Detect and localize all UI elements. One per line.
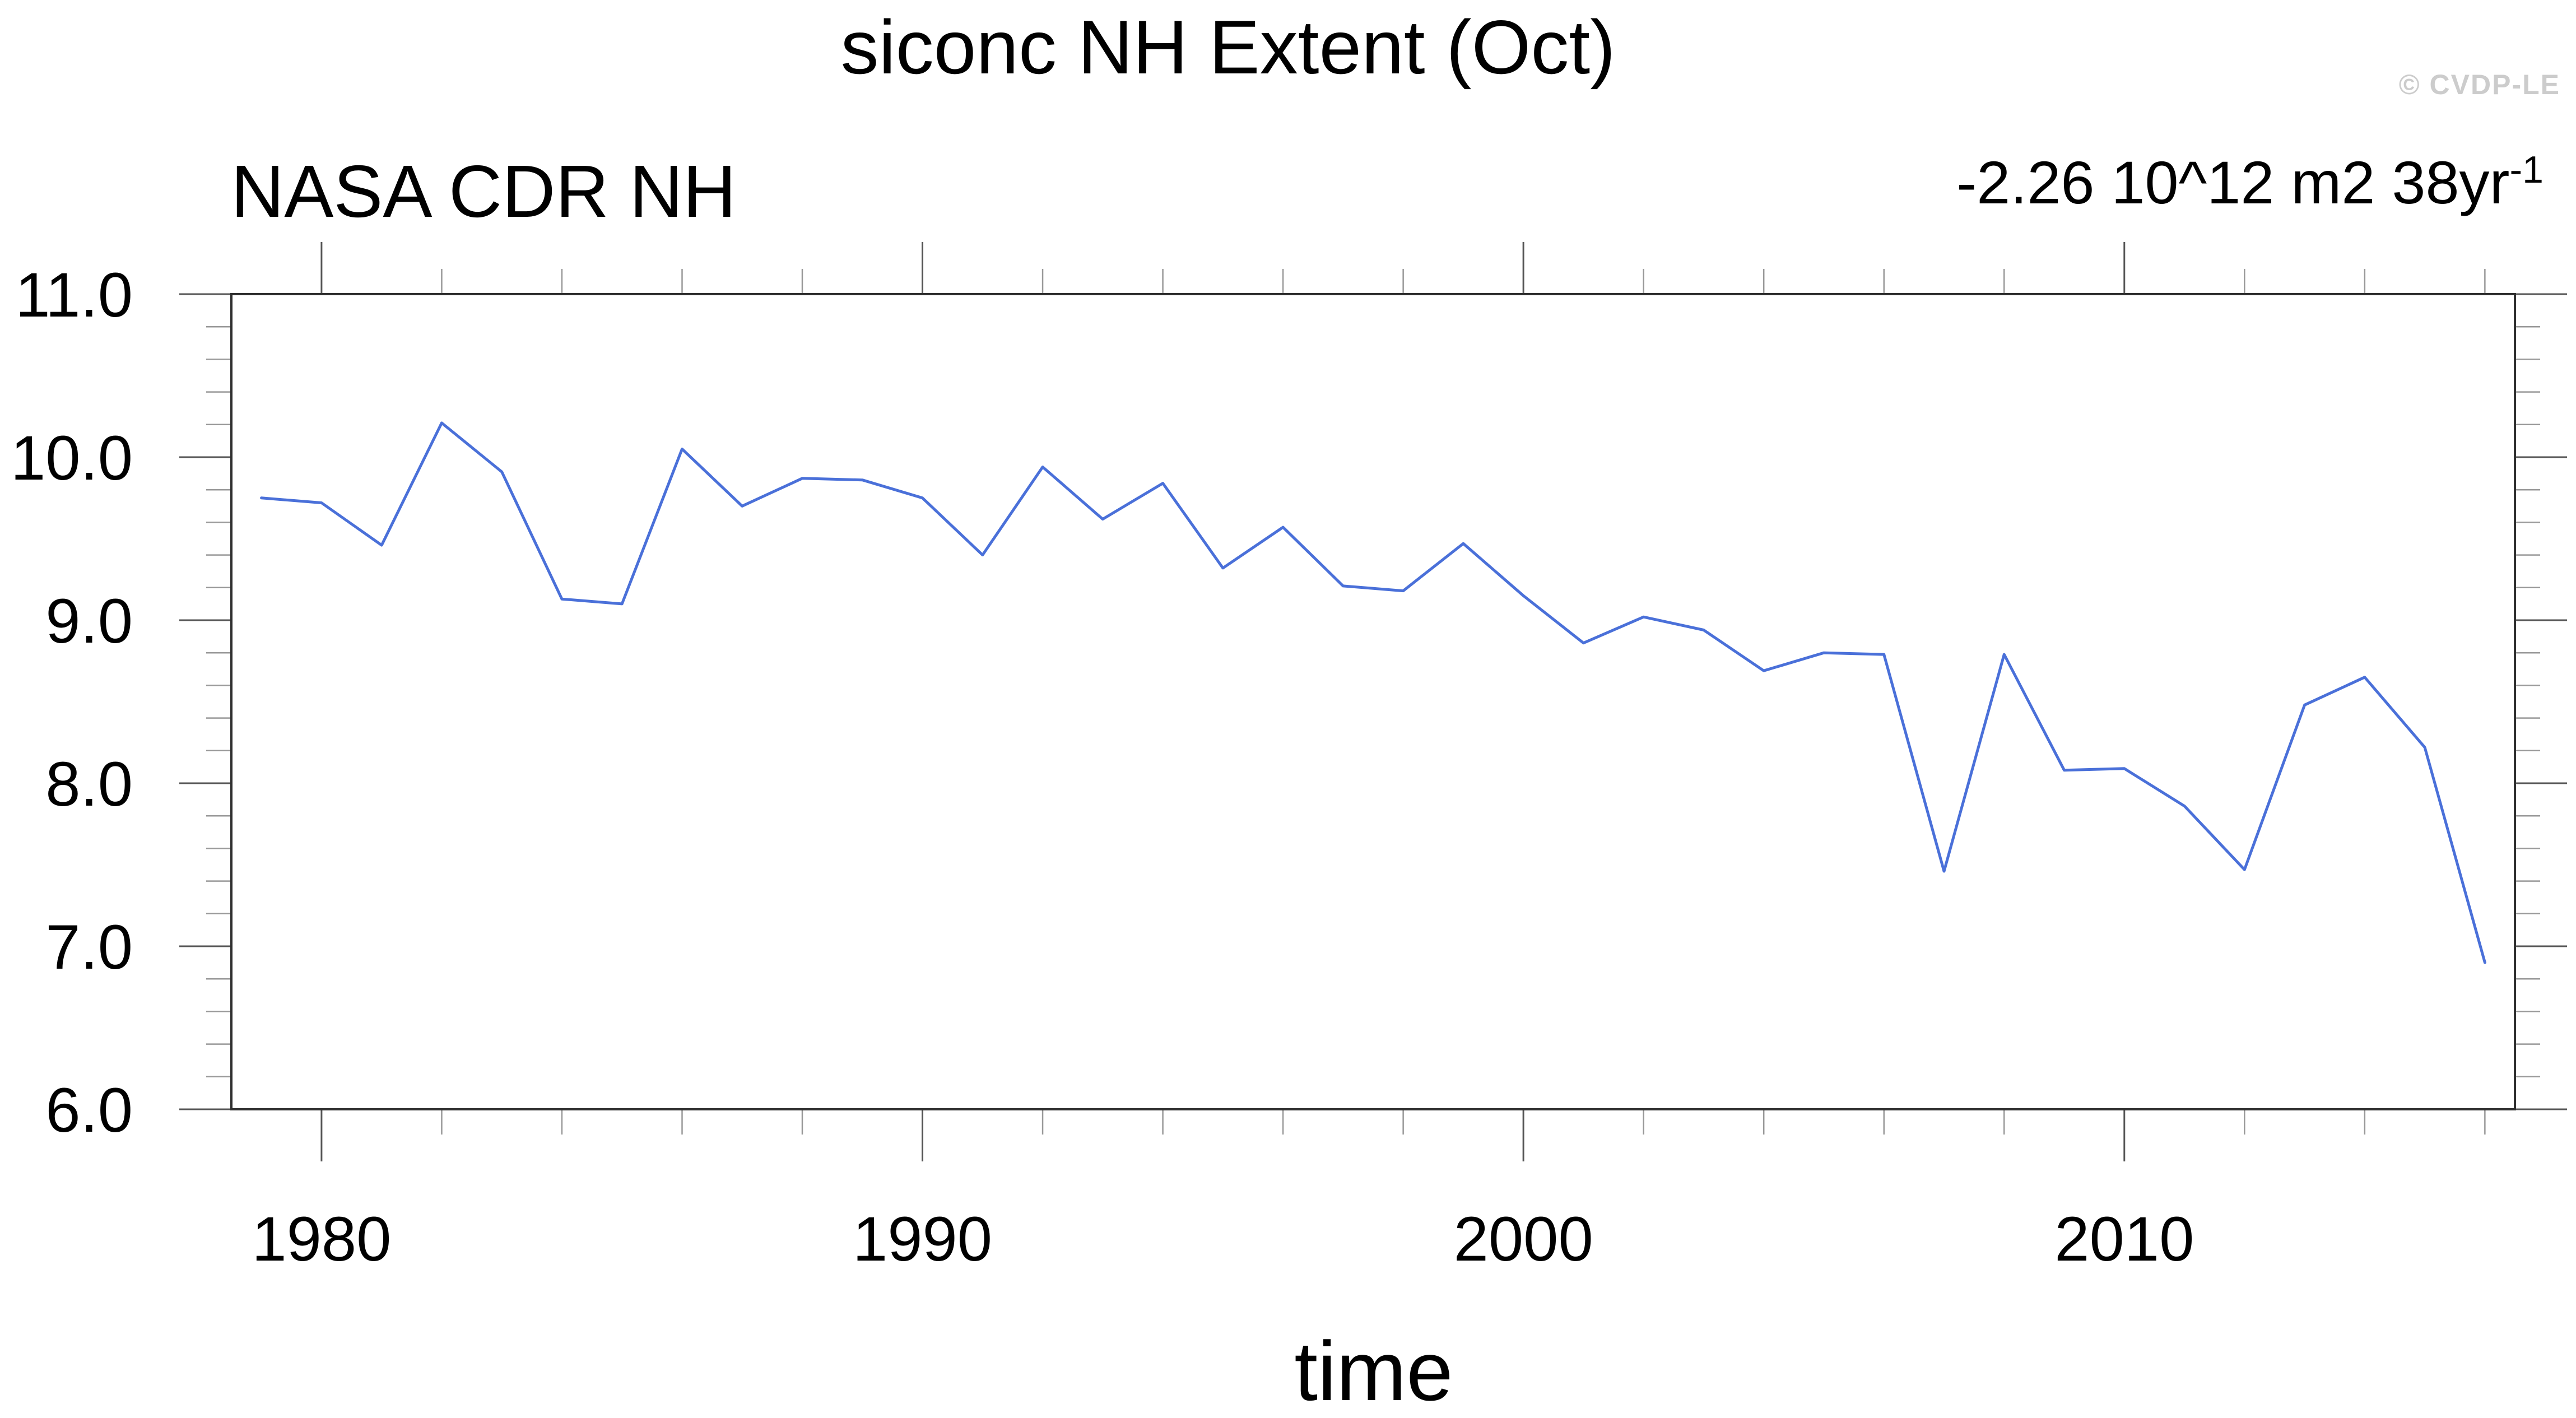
y-tick-label: 10.0	[11, 423, 133, 493]
chart-title: siconc NH Extent (Oct)	[840, 4, 1616, 90]
trend-annotation-exponent: -1	[2509, 148, 2544, 191]
x-tick-label: 2010	[2054, 1204, 2194, 1274]
y-tick-label: 9.0	[45, 586, 133, 656]
x-tick-label: 1990	[853, 1204, 992, 1274]
x-tick-label: 2000	[1454, 1204, 1593, 1274]
cvdp-watermark: © CVDP-LE	[2398, 69, 2560, 100]
y-tick-label: 6.0	[45, 1075, 133, 1145]
y-tick-label: 11.0	[15, 260, 133, 330]
trend-annotation: -2.26 10^12 m2 38yr-1	[1956, 151, 2544, 213]
y-tick-label: 8.0	[45, 749, 133, 819]
data-line-nasa-cdr-nh	[260, 421, 2486, 964]
x-axis-title: time	[1294, 1324, 1453, 1418]
y-tick-label: 7.0	[45, 912, 133, 982]
series-name-label: NASA CDR NH	[231, 150, 737, 233]
trend-annotation-text: -2.26 10^12 m2 38yr	[1956, 148, 2510, 216]
x-tick-label: 1980	[252, 1204, 391, 1274]
axis-frame	[230, 293, 2516, 1110]
